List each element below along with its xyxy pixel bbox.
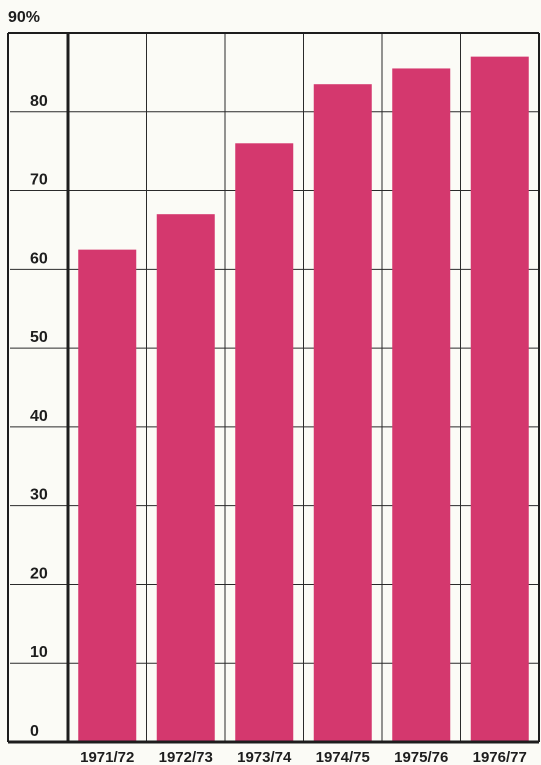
x-tick-label: 1974/75 — [316, 749, 370, 765]
plot-frame — [7, 32, 540, 744]
y-tick-label: 10 — [30, 644, 48, 661]
y-tick-label: 30 — [30, 487, 48, 504]
y-axis-ticks: 0 10 20 30 40 50 60 70 80 — [30, 93, 48, 740]
y-tick-label: 80 — [30, 93, 48, 110]
y-tick-label: 70 — [30, 172, 48, 189]
bar — [156, 214, 215, 742]
x-tick-label: 1972/73 — [159, 749, 213, 765]
y-tick-label: 60 — [30, 250, 48, 267]
y-tick-label: 40 — [30, 408, 48, 425]
x-tick-label: 1975/76 — [394, 749, 448, 765]
bar — [392, 68, 451, 742]
bar — [235, 143, 294, 743]
bar — [470, 56, 529, 742]
y-tick-label: 20 — [30, 565, 48, 582]
x-tick-label: 1973/74 — [237, 749, 292, 765]
y-tick-label: 0 — [30, 723, 39, 740]
bar — [78, 249, 137, 742]
y-axis-top-label: 90% — [8, 9, 40, 26]
x-axis-labels: 1971/72 1972/73 1973/74 1974/75 1975/76 1976/… — [80, 749, 527, 765]
x-tick-label: 1971/72 — [80, 749, 134, 765]
y-tick-label: 50 — [30, 329, 48, 346]
x-tick-label: 1976/77 — [473, 749, 527, 765]
bar — [313, 84, 372, 742]
bars — [78, 56, 529, 743]
